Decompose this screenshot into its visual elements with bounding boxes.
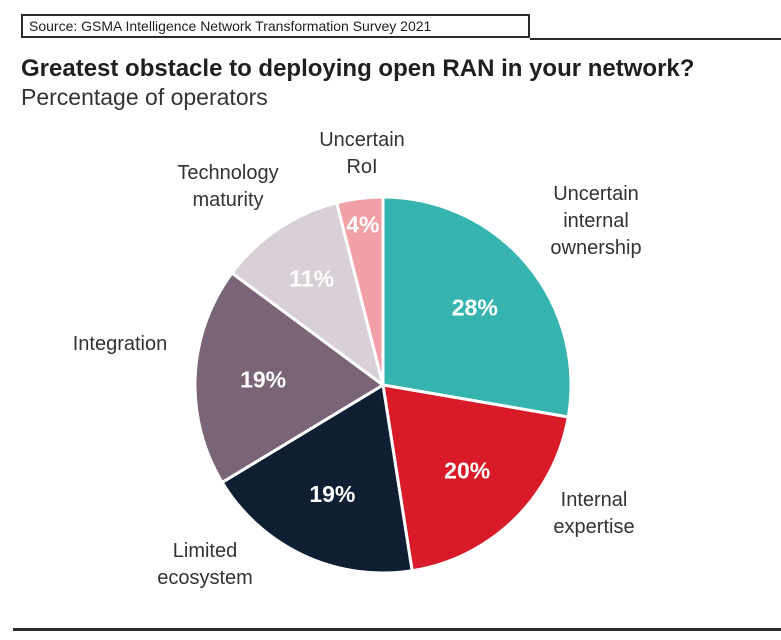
slice-value-label: 20%	[444, 458, 490, 484]
slice-category-label: Integration	[73, 333, 168, 355]
slice-value-label: 28%	[452, 295, 498, 321]
slice-value-label: 19%	[240, 366, 286, 392]
source-note: Source: GSMA Intelligence Network Transf…	[21, 14, 530, 38]
pie-slice	[193, 271, 385, 484]
slice-category-label: Limited ecosystem	[157, 540, 253, 589]
top-divider	[530, 38, 781, 40]
slice-category-label: Uncertain RoI	[319, 129, 405, 178]
slice-value-label: 11%	[289, 266, 334, 292]
slice-category-label: Internal expertise	[553, 489, 634, 538]
pie-slice	[335, 195, 385, 387]
pie-slice	[381, 195, 573, 419]
pie-slice	[220, 383, 414, 575]
chart-title: Greatest obstacle to deploying open RAN …	[21, 55, 695, 82]
slice-value-label: 4%	[346, 211, 379, 237]
pie-slice	[381, 383, 570, 573]
slice-category-label: Technology maturity	[177, 162, 278, 211]
slice-category-label: Uncertain internal ownership	[550, 183, 641, 259]
bottom-divider	[13, 628, 781, 631]
pie-slice	[230, 201, 385, 387]
slice-value-label: 19%	[309, 481, 355, 507]
chart-subtitle: Percentage of operators	[21, 84, 268, 110]
